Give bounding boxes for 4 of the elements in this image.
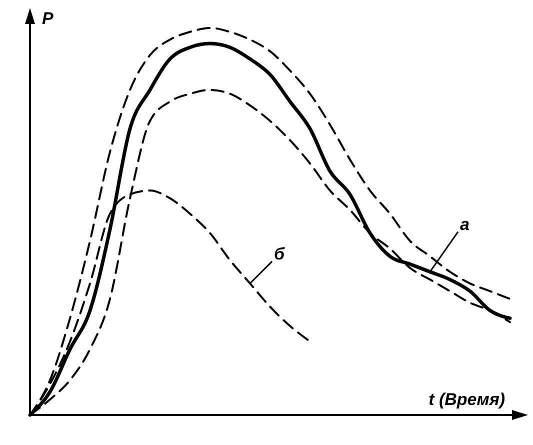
text: a: [460, 214, 470, 234]
x-axis-title: t (Время): [428, 390, 506, 409]
y-axis-title: P: [42, 9, 54, 28]
series-label: б: [274, 244, 285, 264]
